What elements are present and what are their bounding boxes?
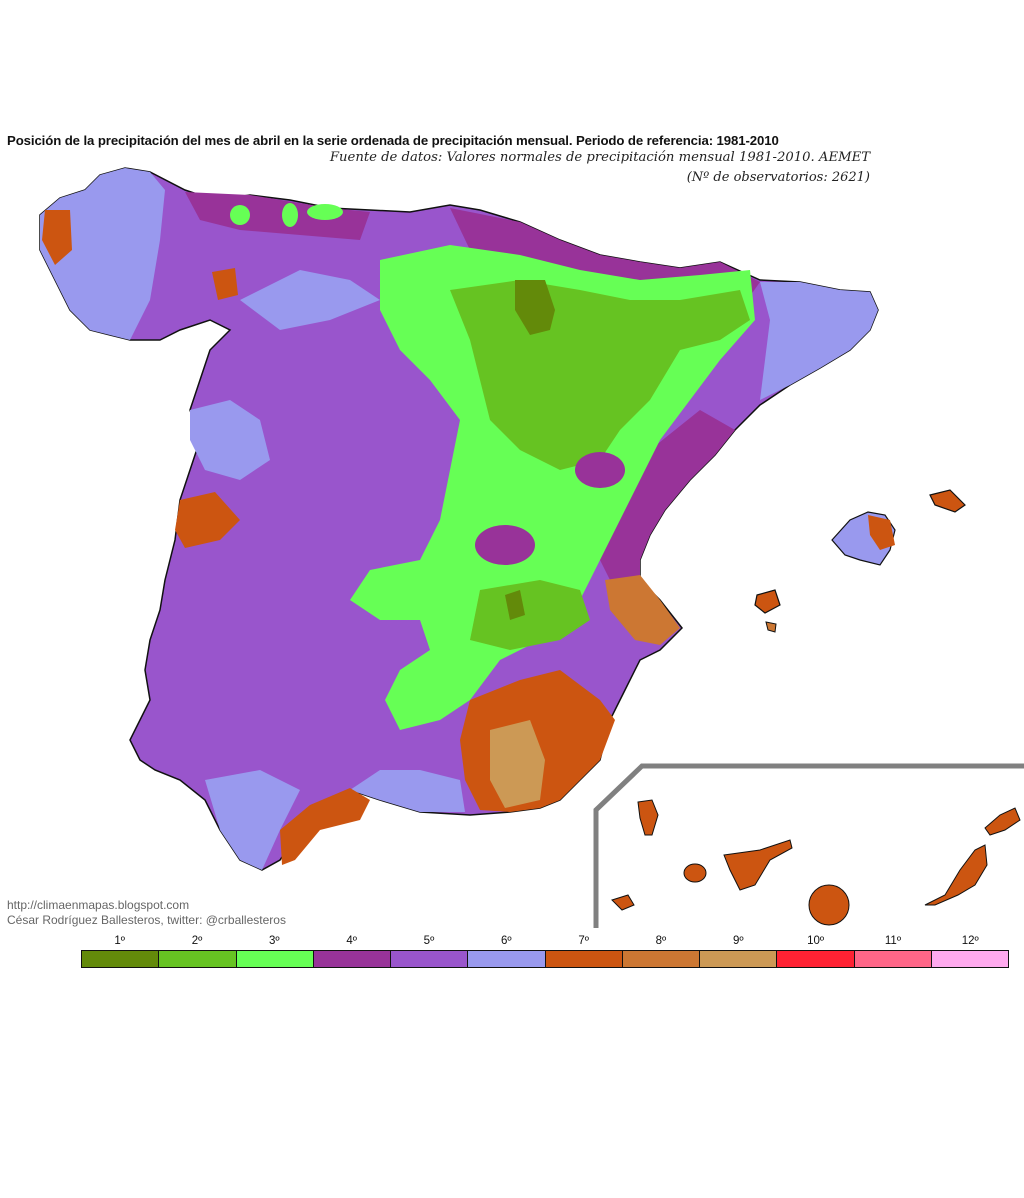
island-gran-canaria	[808, 884, 850, 926]
region-rank6-galicia	[40, 168, 165, 340]
legend-label: 3º	[269, 935, 280, 947]
rank-legend: 1º 2º 3º 4º 5º 6º 7º 8º 9º 10º 11º 12º	[81, 935, 1009, 968]
legend-label: 9º	[732, 935, 744, 947]
precipitation-rank-map	[39, 167, 1024, 928]
legend-swatch	[82, 951, 160, 967]
legend-swatch	[622, 951, 700, 967]
region-rank8-alicante	[605, 575, 680, 645]
island-lanzarote	[984, 807, 1021, 836]
region-rank1-navarra	[515, 280, 555, 335]
legend-swatch	[236, 951, 314, 967]
region-rank6-leon	[240, 270, 380, 330]
region-rank9-almeria	[490, 720, 545, 808]
region-rank7-malaga	[280, 788, 370, 865]
island-la-gomera	[683, 863, 707, 883]
region-rank4-cantabria	[185, 192, 370, 240]
island-el-hierro	[611, 894, 635, 911]
region-rank6-portugal-border	[190, 400, 270, 480]
data-source-note: Fuente de datos: Valores normales de pre…	[329, 150, 870, 165]
region-rank3-cantabria	[307, 204, 343, 220]
region-rank7-salamanca	[175, 492, 240, 548]
legend-swatch	[931, 951, 1008, 967]
region-rank4-valencia	[600, 410, 735, 600]
legend-swatch	[777, 951, 855, 967]
blog-url: http://climaenmapas.blogspot.com	[7, 898, 190, 912]
legend-label: 12º	[961, 935, 979, 947]
island-fuerteventura	[924, 844, 988, 906]
legend-label: 8º	[655, 935, 667, 947]
legend-swatch	[391, 951, 469, 967]
region-rank6-granada	[350, 770, 465, 812]
legend-swatch	[159, 951, 237, 967]
region-rank6-cadiz	[205, 770, 300, 870]
region-rank7-mallorca-east	[868, 515, 895, 550]
island-menorca	[929, 489, 966, 513]
map-title: Posición de la precipitación del mes de …	[7, 133, 779, 148]
legend-swatch	[313, 951, 391, 967]
author-credit: César Rodríguez Ballesteros, twitter: @c…	[7, 913, 286, 927]
legend-swatch	[854, 951, 932, 967]
region-rank4-teruel	[575, 452, 625, 488]
region-rank6-catalonia	[760, 282, 878, 400]
legend-label: 1º	[114, 935, 125, 947]
legend-label: 2º	[191, 935, 203, 947]
canary-inset-frame	[593, 763, 1024, 928]
legend-label: 4º	[346, 935, 357, 947]
island-la-palma	[637, 799, 659, 836]
region-rank3-asturias-2	[282, 203, 298, 227]
legend-label: 6º	[501, 935, 512, 947]
region-rank3-asturias	[230, 205, 250, 225]
legend-label: 5º	[423, 935, 435, 947]
region-rank7-leon	[212, 268, 238, 300]
legend-color-bar	[81, 950, 1009, 968]
legend-label: 7º	[578, 935, 589, 947]
legend-swatch	[468, 951, 546, 967]
legend-label: 10º	[807, 935, 825, 947]
region-rank1-cuenca	[505, 590, 525, 620]
region-rank2-cuenca	[470, 580, 590, 650]
observatory-count: (Nº de observatorios: 2621)	[686, 170, 870, 185]
island-formentera	[765, 621, 777, 633]
region-rank4-cuenca	[475, 525, 535, 565]
legend-labels: 1º 2º 3º 4º 5º 6º 7º 8º 9º 10º 11º 12º	[81, 935, 1009, 950]
region-rank7-coruna	[42, 210, 72, 265]
island-ibiza	[754, 589, 781, 614]
region-rank2-ebro	[450, 280, 750, 470]
legend-swatch	[545, 951, 623, 967]
legend-label: 11º	[884, 935, 902, 947]
legend-swatch	[700, 951, 778, 967]
island-tenerife	[723, 839, 793, 891]
